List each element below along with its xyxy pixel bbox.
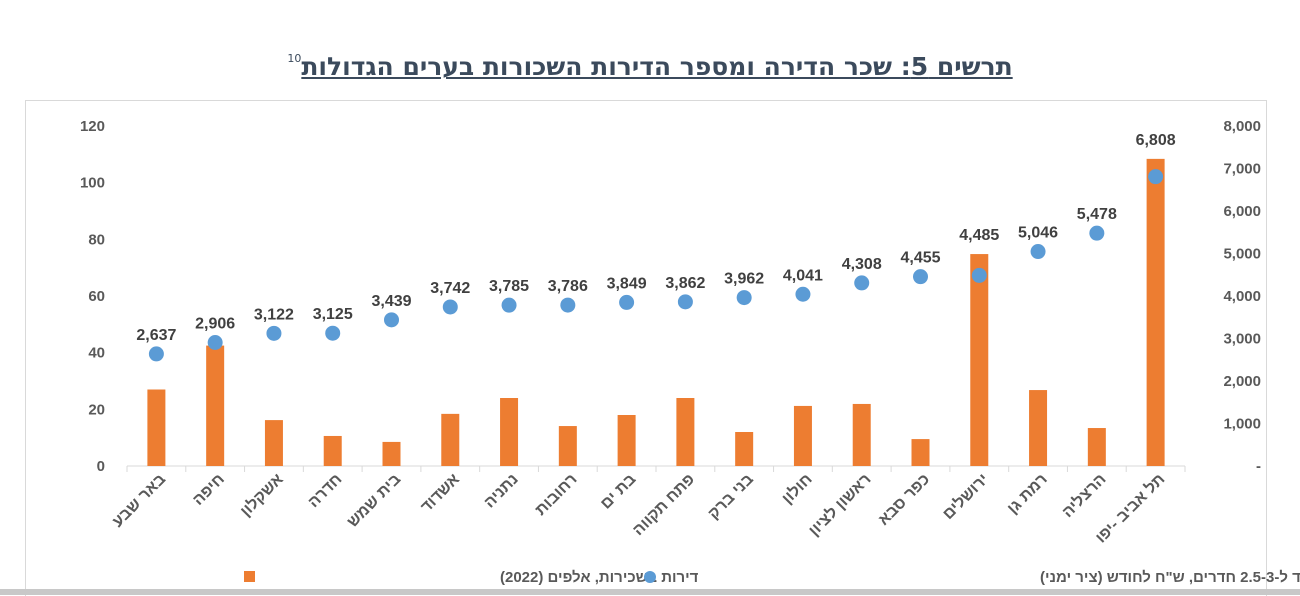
bar: [382, 441, 401, 466]
title-footnote: 10: [287, 52, 302, 65]
chart-frame: [25, 100, 1267, 596]
x-axis-label: רחובות: [532, 471, 580, 519]
data-label: 2,906: [195, 315, 235, 332]
right-axis-tick-label: 5,000: [1223, 246, 1261, 263]
rent-dot: [384, 312, 399, 328]
x-axis-label: באר שבע: [109, 471, 169, 531]
data-label: 5,478: [1077, 206, 1117, 223]
left-axis-tick-label: 20: [88, 401, 105, 418]
legend-swatch-bars: [244, 571, 255, 582]
rent-dot: [1089, 225, 1105, 241]
data-label: 6,808: [1136, 132, 1176, 149]
data-label: 4,308: [842, 256, 882, 273]
data-label: 3,125: [313, 306, 353, 323]
right-axis-tick-label: 7,000: [1223, 161, 1261, 178]
x-axis-label: אשקלון: [237, 470, 287, 520]
x-axis-label: חדרה: [305, 471, 345, 511]
right-axis-tick-label: 4,000: [1223, 288, 1261, 305]
x-axis-label: הרצליה: [1059, 470, 1110, 521]
bar: [147, 389, 166, 466]
data-label: 3,122: [254, 306, 294, 323]
legend-label-rent: שכ"ד ל-2.5-3 חדרים, ש"ח לחודש (ציר ימני): [1040, 569, 1300, 586]
data-label: 3,862: [665, 275, 705, 292]
rent-dot: [971, 267, 987, 283]
bar: [264, 420, 283, 466]
bar: [793, 405, 812, 466]
data-label: 4,041: [783, 267, 823, 284]
left-axis-tick-label: 40: [88, 345, 105, 362]
x-axis-label: ירושלים: [939, 470, 992, 523]
rent-dot: [442, 299, 458, 315]
bar: [441, 413, 460, 466]
data-label: 3,439: [371, 293, 411, 310]
x-axis-label: כפר סבא: [875, 471, 933, 529]
bar: [1029, 390, 1048, 466]
bar: [735, 432, 754, 466]
left-axis-tick-label: 0: [97, 458, 105, 475]
x-axis-label: פתח תקווה: [630, 471, 698, 539]
x-axis-label: חולון: [778, 470, 815, 507]
right-axis-tick-label: -: [1256, 458, 1261, 475]
x-axis-label: רמת גן: [1004, 471, 1051, 518]
rent-dot: [854, 275, 870, 291]
data-label: 3,849: [607, 275, 647, 292]
bar: [617, 415, 636, 466]
legend-marker-rent: [644, 571, 656, 583]
right-axis-tick-label: 8,000: [1223, 118, 1261, 135]
left-axis-tick-label: 60: [88, 288, 105, 305]
rent-dot: [560, 297, 576, 313]
x-axis-label: חיפה: [190, 471, 228, 509]
data-label: 2,637: [136, 327, 176, 344]
rent-dot: [619, 294, 635, 310]
legend-label-bars: דירות בשכירות, אלפים (2022): [500, 569, 699, 586]
bar: [558, 426, 577, 466]
bar: [970, 254, 989, 466]
right-axis-tick-label: 6,000: [1223, 203, 1261, 220]
left-axis-tick-label: 120: [80, 118, 105, 135]
x-axis-label: בית שמש: [344, 471, 404, 531]
left-axis-tick-label: 100: [80, 175, 105, 192]
x-axis-label: אשדוד: [418, 471, 463, 516]
data-label: 5,046: [1018, 225, 1058, 242]
data-label: 3,785: [489, 278, 529, 295]
rent-dot: [501, 297, 517, 313]
x-axis-label: ראשון לציון: [805, 470, 874, 539]
right-axis-tick-label: 2,000: [1223, 373, 1261, 390]
bar: [500, 398, 519, 466]
chart-title: תרשים 5: שכר הדירה ומספר הדירות השכורות …: [0, 52, 1300, 81]
bar: [1146, 158, 1165, 466]
x-axis-label: בת ים: [598, 471, 640, 513]
bar: [852, 403, 871, 466]
data-label: 4,455: [900, 250, 940, 267]
rent-dot: [1030, 244, 1046, 260]
rent-dot: [1148, 169, 1164, 185]
right-axis-tick-label: 1,000: [1223, 416, 1261, 433]
bar: [206, 345, 225, 466]
x-axis-label: בני ברק: [705, 471, 757, 523]
bar: [1087, 428, 1106, 466]
data-label: 4,485: [959, 227, 999, 244]
bar: [911, 439, 930, 466]
rent-dot: [736, 290, 752, 306]
rent-dot: [913, 269, 928, 285]
chart-title-text: תרשים 5: שכר הדירה ומספר הדירות השכורות …: [301, 52, 1013, 81]
rent-dot: [325, 325, 341, 341]
data-label: 3,962: [724, 271, 764, 288]
horizontal-scrollbar[interactable]: [0, 589, 1300, 595]
left-axis-tick-label: 80: [88, 231, 105, 248]
rent-dot: [677, 294, 693, 310]
rent-dot: [266, 325, 282, 341]
bar: [323, 435, 342, 466]
x-axis-label: נתניה: [481, 471, 522, 512]
rent-dot: [795, 286, 811, 302]
right-axis-tick-label: 3,000: [1223, 331, 1261, 348]
rent-dot: [207, 334, 223, 350]
rent-dot: [148, 346, 164, 362]
data-label: 3,742: [430, 280, 470, 297]
bar: [676, 398, 695, 466]
data-label: 3,786: [548, 278, 588, 295]
